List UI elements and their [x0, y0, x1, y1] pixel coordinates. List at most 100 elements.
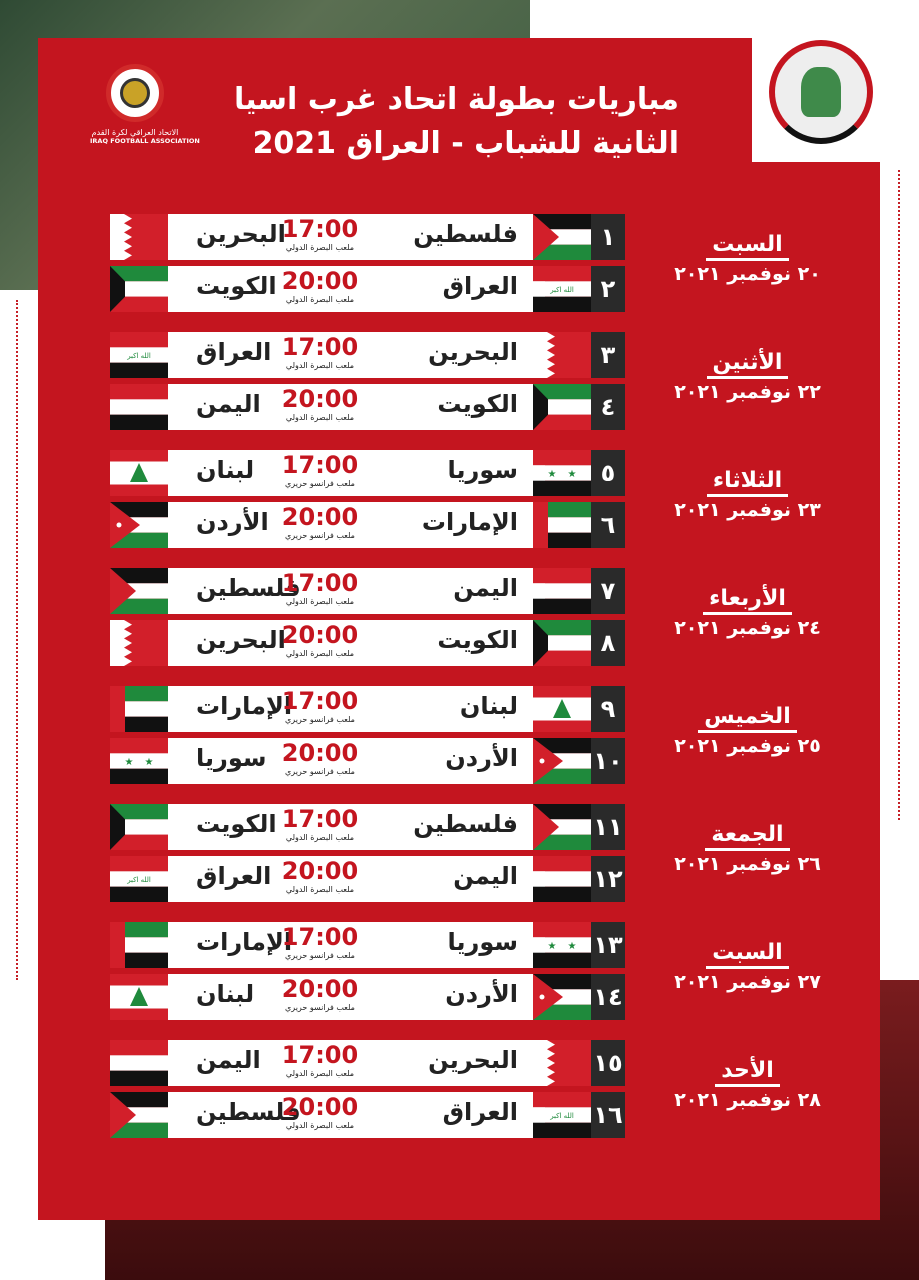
match-number: ٤ [591, 384, 625, 430]
match-row: ١٥ البحرين اليمن 17:00 ملعب البصرة الدولي [110, 1040, 625, 1086]
syria-flag-icon: ★ ★ [533, 450, 591, 496]
kuwait-flag-icon [533, 384, 591, 430]
kickoff-time: 17:00 [281, 215, 359, 243]
day-date: ٢٥ نوفمبر ٢٠٢١ [674, 735, 821, 757]
home-team: الإمارات [421, 508, 518, 536]
home-team: الأردن [445, 744, 518, 772]
day-date: ٢٦ نوفمبر ٢٠٢١ [674, 853, 821, 875]
federation-name-en: IRAQ FOOTBALL ASSOCIATION [90, 137, 200, 145]
day-name: الجمعة [705, 822, 790, 851]
venue: ملعب البصرة الدولي [285, 649, 355, 658]
match-day: الثلاثاء ٢٣ نوفمبر ٢٠٢١ [660, 468, 835, 521]
venue: ملعب البصرة الدولي [285, 597, 355, 606]
away-team: فلسطين [196, 574, 301, 602]
iraq-fa-emblem-icon [106, 64, 164, 122]
match-day: السبت ٢٠ نوفمبر ٢٠٢١ [660, 232, 835, 285]
day-date: ٢٨ نوفمبر ٢٠٢١ [674, 1089, 821, 1111]
away-team: البحرين [196, 220, 286, 248]
away-team: اليمن [196, 1046, 261, 1074]
match-row: الله اكبر ٣ البحرين العراق 17:00 ملعب البصرة … [110, 332, 625, 378]
uae-flag-icon [110, 922, 168, 968]
away-team: الكويت [196, 272, 277, 300]
day-date: ٢٢ نوفمبر ٢٠٢١ [674, 381, 821, 403]
jordan-flag-icon [533, 738, 591, 784]
match-day: الخميس ٢٥ نوفمبر ٢٠٢١ [660, 704, 835, 757]
venue: ملعب البصرة الدولي [285, 1069, 355, 1078]
kuwait-flag-icon [110, 804, 168, 850]
match-number: ١٦ [591, 1092, 625, 1138]
match-number: ٣ [591, 332, 625, 378]
day-date: ٢٧ نوفمبر ٢٠٢١ [674, 971, 821, 993]
match-row: ★ ★ ٥ سوريا لبنان 17:00 ملعب فرانسو حريري [110, 450, 625, 496]
jordan-flag-icon [110, 502, 168, 548]
bahrain-flag-icon [533, 1040, 591, 1086]
venue: ملعب فرانسو حريري [285, 715, 355, 724]
match-number: ٢ [591, 266, 625, 312]
match-row: ★ ★ ١٣ سوريا الإمارات 17:00 ملعب فرانسو حريري [110, 922, 625, 968]
match-bar [168, 922, 545, 968]
football-player-icon [769, 40, 873, 144]
kickoff-time: 20:00 [281, 267, 359, 295]
match-bar [168, 738, 545, 784]
day-name: الأحد [715, 1058, 780, 1087]
tournament-logo [752, 22, 890, 162]
match-number: ١٥ [591, 1040, 625, 1086]
svg-text:الله اكبر: الله اكبر [549, 286, 574, 294]
match-bar [168, 1092, 545, 1138]
yemen-flag-icon [533, 568, 591, 614]
palestine-flag-icon [533, 214, 591, 260]
iraq-flag-icon: الله اكبر [110, 856, 168, 902]
day-date: ٢٣ نوفمبر ٢٠٢١ [674, 499, 821, 521]
kuwait-flag-icon [533, 620, 591, 666]
away-team: الكويت [196, 810, 277, 838]
venue: ملعب فرانسو حريري [285, 479, 355, 488]
svg-text:★: ★ [145, 757, 154, 768]
match-bar [168, 214, 545, 260]
match-number: ١٢ [591, 856, 625, 902]
federation-name-ar: الاتحاد العراقي لكرة القدم [91, 128, 179, 137]
match-row: الله اكبر ١٦ العراق فلسطين 20:00 ملعب البصرة … [110, 1092, 625, 1138]
home-team: الكويت [437, 390, 518, 418]
day-date: ٢٠ نوفمبر ٢٠٢١ [674, 263, 821, 285]
yemen-flag-icon [110, 384, 168, 430]
match-number: ١ [591, 214, 625, 260]
match-row: ١١ فلسطين الكويت 17:00 ملعب البصرة الدولي [110, 804, 625, 850]
match-row: ٤ الكويت اليمن 20:00 ملعب البصرة الدولي [110, 384, 625, 430]
page-title: مباريات بطولة اتحاد غرب اسيا الثانية للش… [234, 78, 679, 166]
match-row: ٨ الكويت البحرين 20:00 ملعب البصرة الدولي [110, 620, 625, 666]
match-day: الأثنين ٢٢ نوفمبر ٢٠٢١ [660, 350, 835, 403]
kickoff-time: 20:00 [281, 621, 359, 649]
svg-text:★: ★ [125, 757, 134, 768]
kickoff-time: 17:00 [281, 923, 359, 951]
dotted-line-right [898, 170, 900, 820]
match-bar [168, 686, 545, 732]
match-bar [168, 384, 545, 430]
bahrain-flag-icon [533, 332, 591, 378]
match-number: ٥ [591, 450, 625, 496]
yemen-flag-icon [110, 1040, 168, 1086]
venue: ملعب فرانسو حريري [285, 951, 355, 960]
match-bar [168, 266, 545, 312]
away-team: فلسطين [196, 1098, 301, 1126]
svg-text:★: ★ [568, 469, 577, 480]
kickoff-time: 20:00 [281, 503, 359, 531]
away-team: الإمارات [196, 692, 293, 720]
match-bar [168, 1040, 545, 1086]
match-bar [168, 332, 545, 378]
venue: ملعب البصرة الدولي [285, 361, 355, 370]
svg-text:الله اكبر: الله اكبر [549, 1112, 574, 1120]
match-number: ٦ [591, 502, 625, 548]
iraq-flag-icon: الله اكبر [110, 332, 168, 378]
match-bar [168, 804, 545, 850]
day-name: الأثنين [706, 350, 789, 379]
match-number: ١٤ [591, 974, 625, 1020]
kickoff-time: 17:00 [281, 687, 359, 715]
match-day: السبت ٢٧ نوفمبر ٢٠٢١ [660, 940, 835, 993]
match-number: ١٣ [591, 922, 625, 968]
iraq-flag-icon: الله اكبر [533, 1092, 591, 1138]
palestine-flag-icon [110, 1092, 168, 1138]
venue: ملعب فرانسو حريري [285, 1003, 355, 1012]
match-row: الله اكبر ٢ العراق الكويت 20:00 ملعب البصرة ا… [110, 266, 625, 312]
kickoff-time: 17:00 [281, 569, 359, 597]
match-number: ١١ [591, 804, 625, 850]
